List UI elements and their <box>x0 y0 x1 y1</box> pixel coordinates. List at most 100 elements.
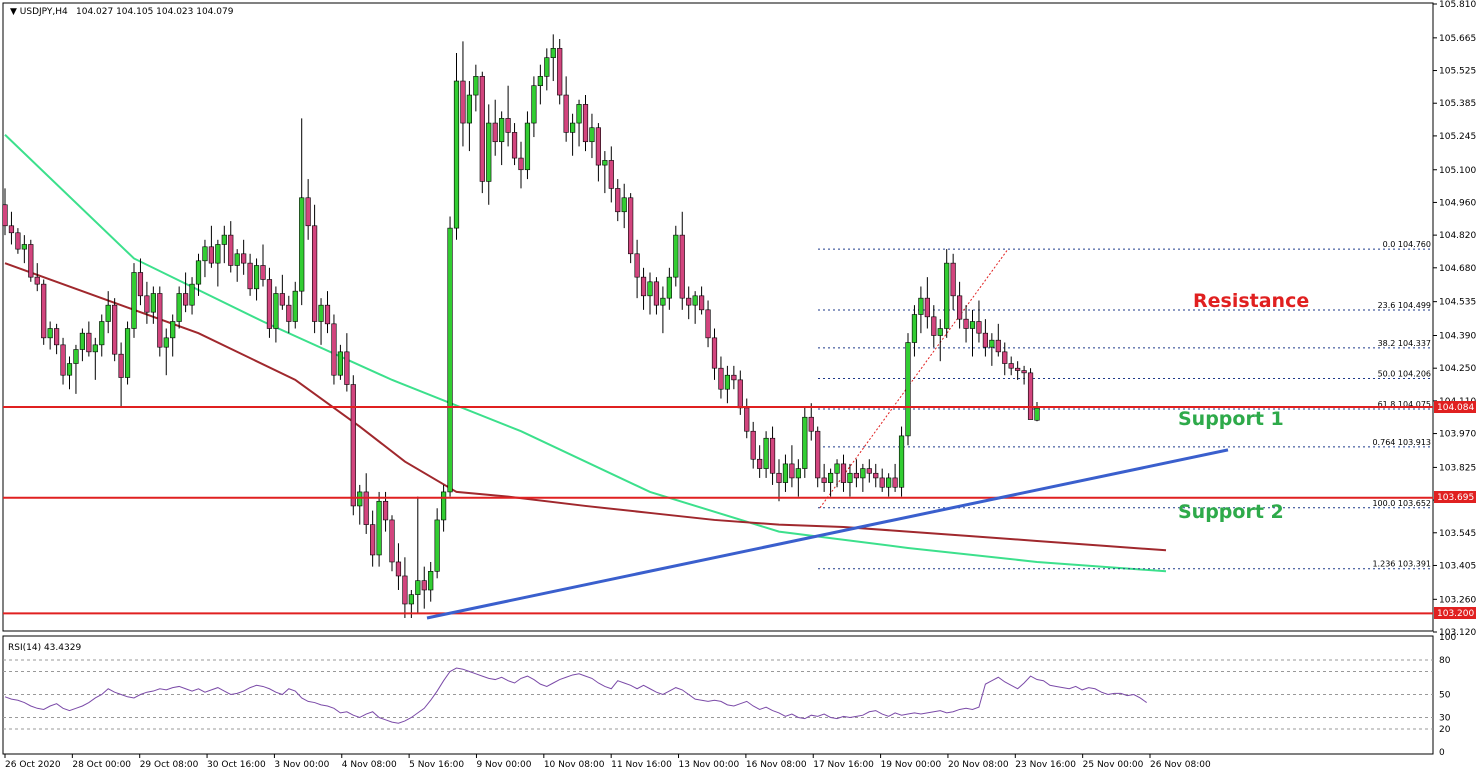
time-tick-label: 3 Nov 00:00 <box>274 760 329 770</box>
candle-body <box>608 160 614 189</box>
fib-level-label: 38.2 104.337 <box>1378 339 1431 348</box>
price-tick-label: 104.680 <box>1439 264 1476 274</box>
candle-body <box>757 458 763 469</box>
candle-body <box>815 430 821 479</box>
price-tick-label: 105.810 <box>1439 0 1476 10</box>
time-tick-label: 11 Nov 16:00 <box>611 760 672 770</box>
time-tick-label: 9 Nov 00:00 <box>476 760 531 770</box>
price-tick-label: 104.960 <box>1439 198 1476 208</box>
candle-body <box>886 477 892 488</box>
candle-body <box>518 157 524 171</box>
candle-body <box>769 437 776 474</box>
candle-body <box>531 85 537 124</box>
candle-body <box>911 314 918 343</box>
candle-body <box>253 265 260 290</box>
candle-body <box>660 297 666 306</box>
support-1-badge: 104.084 <box>1434 401 1476 413</box>
candle-body <box>795 468 801 479</box>
candles <box>2 34 1040 618</box>
candle-body <box>969 321 976 329</box>
candle-body <box>124 328 131 378</box>
candle-body <box>924 297 930 318</box>
candle-body <box>163 337 169 348</box>
time-tick-label: 26 Nov 08:00 <box>1150 760 1211 770</box>
candle-body <box>92 344 98 353</box>
candle-body <box>615 188 621 213</box>
candle-body <box>144 295 150 313</box>
candle-body <box>750 430 756 460</box>
price-tick-label: 104.390 <box>1439 332 1476 342</box>
candle-body <box>363 491 369 525</box>
candle-body <box>234 253 240 266</box>
candle-body <box>621 197 627 213</box>
time-tick-label: 20 Nov 08:00 <box>948 760 1009 770</box>
candle-body <box>698 295 705 311</box>
candle-body <box>215 244 221 264</box>
price-pane <box>2 2 1434 632</box>
candle-body <box>370 524 376 556</box>
price-tick-label: 103.545 <box>1439 529 1476 539</box>
candle-body <box>137 272 144 297</box>
candle-body <box>550 48 556 58</box>
fib-level-label: 50.0 104.206 <box>1378 369 1431 378</box>
rsi-tick-label: 80 <box>1439 656 1451 666</box>
candle-body <box>995 339 1001 353</box>
svg-text:104.084: 104.084 <box>1437 403 1474 413</box>
candle-body <box>112 304 118 355</box>
rsi-tick-label: 0 <box>1439 748 1445 758</box>
candle-body <box>8 225 15 234</box>
rsi-tick-label: 30 <box>1439 714 1451 724</box>
candle-body <box>744 407 750 432</box>
candle-body <box>976 321 982 334</box>
rsi-line <box>4 667 1147 724</box>
candle-body <box>653 281 660 306</box>
candle-body <box>318 304 324 322</box>
candle-body <box>737 379 743 409</box>
time-tick-label: 13 Nov 00:00 <box>679 760 740 770</box>
rsi-tick-label: 50 <box>1439 691 1451 701</box>
candle-body <box>1002 351 1008 364</box>
candle-body <box>34 276 40 285</box>
support-2-badge: 103.695 <box>1434 491 1476 503</box>
candle-body <box>686 297 692 306</box>
candle-body <box>763 437 769 469</box>
candle-body <box>183 293 189 306</box>
candle-body <box>337 351 344 376</box>
candle-body <box>711 337 718 369</box>
candle-body <box>982 332 988 348</box>
candle-body <box>357 491 363 507</box>
candle-body <box>989 339 995 348</box>
candle-body <box>382 500 389 521</box>
candle-body <box>324 304 331 325</box>
candle-body <box>1034 407 1040 421</box>
candle-body <box>21 244 27 250</box>
candle-body <box>299 197 305 292</box>
rising-trendline <box>426 448 1229 620</box>
candle-body <box>802 416 808 469</box>
candle-body <box>782 463 789 483</box>
candle-body <box>492 122 498 143</box>
candle-body <box>628 197 634 255</box>
candle-body <box>692 295 698 306</box>
candle-body <box>460 80 466 124</box>
time-tick-label: 23 Nov 16:00 <box>1015 760 1076 770</box>
time-tick-label: 19 Nov 00:00 <box>881 760 942 770</box>
rsi-indicator <box>4 667 1147 724</box>
candle-body <box>53 328 60 346</box>
candle-body <box>99 321 105 346</box>
svg-text:103.695: 103.695 <box>1437 493 1474 503</box>
price-tick-label: 105.525 <box>1439 67 1476 77</box>
candle-body <box>776 472 782 483</box>
price-tick-label: 104.820 <box>1439 231 1476 241</box>
candle-body <box>408 594 414 605</box>
candle-body <box>1027 372 1034 420</box>
price-tick-label: 103.970 <box>1439 430 1476 440</box>
candle-body <box>834 463 840 474</box>
candle-body <box>679 234 685 299</box>
fib-level-label: 100.0 103.652 <box>1372 499 1431 508</box>
candle-body <box>247 262 253 290</box>
candle-body <box>344 351 350 385</box>
candle-body <box>537 76 543 87</box>
candle-body <box>944 262 950 329</box>
candle-body <box>524 122 531 171</box>
